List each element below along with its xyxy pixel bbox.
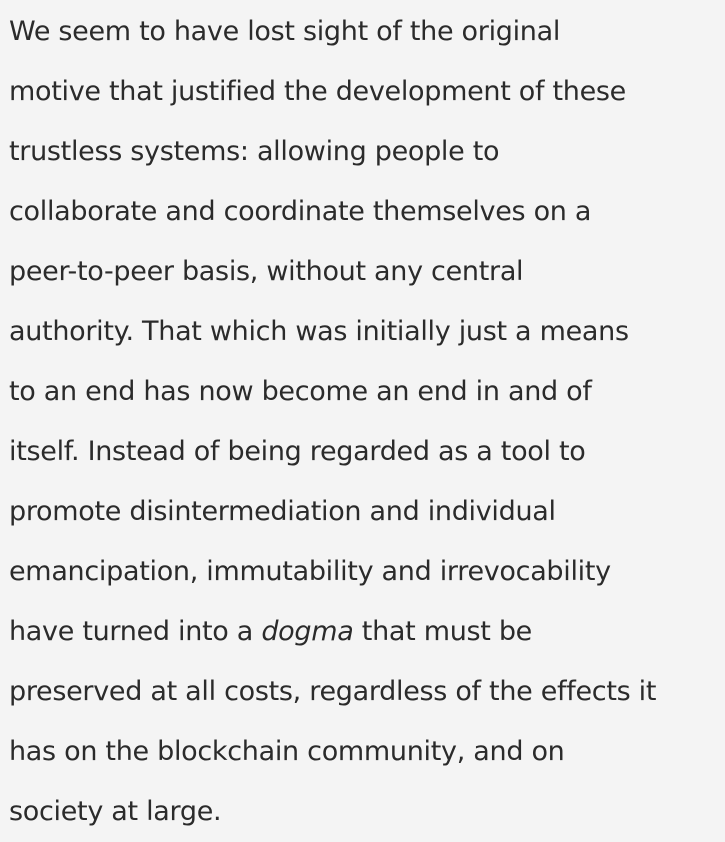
text-line-13: has on the blockchain community, and on — [9, 736, 565, 767]
text-line-7: to an end has now become an end in and o… — [9, 376, 592, 407]
text-line-14: society at large. — [9, 796, 222, 827]
paragraph: We seem to have lost sight of the origin… — [9, 2, 725, 842]
text-line-9: promote disintermediation and individual — [9, 496, 556, 527]
text-line-11: have turned into a dogma that must be — [9, 602, 725, 662]
emphasis-dogma: dogma — [261, 616, 354, 647]
text-line-5: peer-to-peer basis, without any central — [9, 256, 524, 287]
text-line-10: emancipation, immutability and irrevocab… — [9, 556, 611, 587]
text-line-3: trustless systems: allowing people to — [9, 136, 500, 167]
text-line-2: motive that justified the development of… — [9, 76, 626, 107]
text-line-8: itself. Instead of being regarded as a t… — [9, 436, 586, 467]
text-line-4: collaborate and coordinate themselves on… — [9, 196, 592, 227]
text-line-6: authority. That which was initially just… — [9, 316, 629, 347]
text-line-1: We seem to have lost sight of the origin… — [9, 16, 561, 47]
text-line-11-end: that must be — [353, 616, 533, 647]
text-line-11-start: have turned into a — [9, 616, 262, 647]
text-line-12: preserved at all costs, regardless of th… — [9, 676, 657, 707]
